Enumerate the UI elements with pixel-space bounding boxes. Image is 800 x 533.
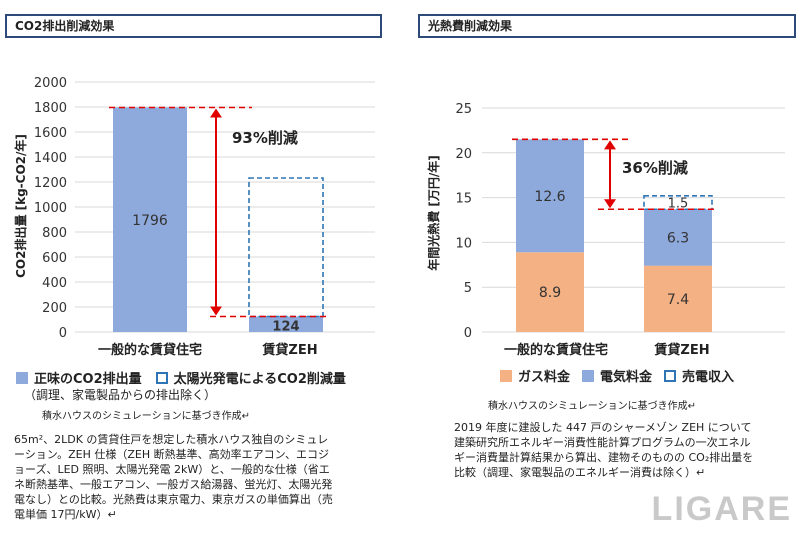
- co2-legend-note: （調理、家電製品からの排出除く）: [24, 388, 217, 402]
- reduction-arrow-head-up: [210, 108, 222, 118]
- y-tick-label: 0: [464, 326, 472, 341]
- x-category-label: 一般的な賃貸住宅: [504, 342, 608, 358]
- bar-net-co2-0: [113, 107, 187, 332]
- legend-swatch-sell-power: [664, 369, 677, 382]
- y-tick-label: 10: [455, 236, 472, 251]
- y-tick-label: 2000: [34, 76, 67, 91]
- legend-label-gas: ガス料金: [518, 370, 571, 385]
- cost-source: 積水ハウスのシミュレーションに基づき作成↵: [488, 401, 696, 412]
- legend-swatch-solar-reduction: [155, 371, 168, 384]
- legend-label-net-co2: 正味のCO2排出量: [34, 372, 142, 387]
- bar-gas-0: [516, 252, 584, 332]
- bar-net-co2-1: [249, 316, 323, 332]
- legend-swatch-electricity: [582, 369, 595, 382]
- value-label: 1796: [132, 213, 168, 229]
- cost-panel-title: 光熱費削減効果: [418, 14, 796, 38]
- legend-swatch-gas: [500, 369, 512, 382]
- y-tick-label: 1000: [34, 201, 67, 216]
- legend-label-electricity: 電気料金: [600, 370, 653, 385]
- legend-swatch-net-co2: [16, 371, 28, 384]
- watermark: LIGARE: [651, 490, 792, 528]
- bar-electricity-0: [516, 139, 584, 253]
- y-tick-label: 15: [455, 192, 472, 207]
- reduction-arrow-head-down: [604, 199, 616, 209]
- y-tick-label: 25: [455, 102, 472, 117]
- y-tick-label: 1600: [34, 126, 67, 141]
- cost-y-axis-label: 年間光熱費 [万円/年]: [427, 155, 441, 271]
- x-category-label: 一般的な賃貸住宅: [98, 342, 202, 358]
- y-tick-label: 600: [42, 251, 67, 266]
- y-tick-label: 1800: [34, 101, 67, 116]
- co2-legend: 正味のCO2排出量 太陽光発電によるCO2削減量: [16, 368, 346, 387]
- value-label-gas: 7.4: [667, 292, 689, 308]
- y-tick-label: 800: [42, 226, 67, 241]
- y-tick-label: 5: [464, 281, 472, 296]
- y-tick-label: 1400: [34, 151, 67, 166]
- x-category-label: 賃貸ZEH: [261, 342, 317, 358]
- legend-label-sell-power: 売電収入: [682, 370, 735, 385]
- bar-electricity-1: [644, 209, 712, 266]
- y-tick-label: 400: [42, 276, 67, 291]
- x-category-label: 賃貸ZEH: [653, 342, 709, 358]
- co2-panel-title: CO2排出削減効果: [5, 14, 382, 38]
- cost-description: 2019 年度に建設した 447 戸のシャーメゾン ZEH について建築研究所エ…: [454, 421, 754, 479]
- co2-chart: 0 200 400 600 800 1000 1200 1400 1600 1800 2000 179…: [34, 76, 375, 358]
- co2-source: 積水ハウスのシミュレーションに基づき作成↵: [42, 411, 250, 422]
- bar-gas-1: [644, 265, 712, 332]
- bar-solar-reduction: [248, 177, 324, 318]
- reduction-arrow-head-up: [604, 140, 616, 150]
- value-label-sell-power: 1.5: [668, 197, 689, 212]
- y-tick-label: 1200: [34, 176, 67, 191]
- value-label-electricity: 12.6: [534, 189, 565, 205]
- value-label: 124: [272, 319, 299, 334]
- y-tick-label: 0: [59, 326, 67, 341]
- value-label-gas: 8.9: [539, 285, 561, 301]
- co2-description: 65m²、2LDK の賃貸住戸を想定した積水ハウス独自のシミュレーション。ZEH…: [14, 433, 333, 521]
- cost-legend: ガス料金 電気料金 売電収入: [500, 366, 734, 385]
- legend-label-solar-reduction: 太陽光発電によるCO2削減量: [173, 372, 346, 387]
- y-tick-label: 20: [455, 147, 472, 162]
- reduction-annotation: 93%削減: [232, 129, 298, 147]
- cost-chart: 0 5 10 15 20 25 8.9 12.6 一般的な賃貸住宅 7.4 6.3 1.5 賃貸ZEH 3…: [455, 102, 785, 358]
- y-tick-label: 200: [42, 301, 67, 316]
- reduction-arrow-head-down: [210, 306, 222, 316]
- value-label-electricity: 6.3: [667, 230, 689, 246]
- reduction-annotation: 36%削減: [622, 159, 688, 177]
